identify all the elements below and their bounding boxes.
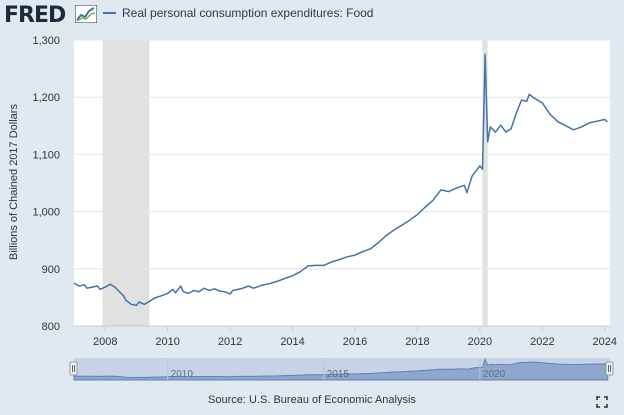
series-line xyxy=(73,53,608,307)
navigator-area xyxy=(73,357,608,381)
y-tick-label: 1,300 xyxy=(32,35,60,47)
y-tick-label: 1,000 xyxy=(32,207,60,219)
legend-swatch xyxy=(103,12,116,14)
x-tick-label: 2018 xyxy=(405,336,429,348)
x-axis-ticks: 2008 2010 2012 2014 2016 2018 2020 2022 2024 xyxy=(93,326,617,348)
recession-band xyxy=(102,40,150,326)
source-note: Source: U.S. Bureau of Economic Analysis xyxy=(208,394,416,406)
y-axis-ticks: 800 900 1,000 1,100 1,200 1,300 xyxy=(32,35,60,333)
plot-background xyxy=(74,40,610,326)
y-tick-label: 1,100 xyxy=(32,149,60,161)
navigator-handle-left[interactable] xyxy=(69,361,78,376)
chart-header: FRED Real personal consumption expenditu… xyxy=(0,0,624,32)
recession-bands xyxy=(102,40,488,326)
recession-band xyxy=(482,40,488,326)
fred-logo[interactable]: FRED xyxy=(4,3,66,28)
y-axis-label: Billions of Chained 2017 Dollars xyxy=(8,104,20,260)
x-tick-label: 2024 xyxy=(593,336,617,348)
y-tick-label: 900 xyxy=(42,264,60,276)
y-tick-label: 800 xyxy=(42,321,60,333)
navigator-handle-right[interactable] xyxy=(605,361,614,376)
x-tick-label: 2010 xyxy=(155,336,179,348)
legend-label: Real personal consumption expenditures: … xyxy=(122,6,374,20)
x-tick-label: 2008 xyxy=(93,336,117,348)
x-tick-label: 2012 xyxy=(218,336,242,348)
line-graph-icon xyxy=(75,5,97,23)
y-tick-label: 1,200 xyxy=(32,92,60,104)
x-tick-label: 2022 xyxy=(530,336,554,348)
navigator-tick-label: 2010 xyxy=(171,369,194,380)
navigator-ticks: 2010 2015 2020 xyxy=(167,358,506,380)
range-navigator[interactable]: 2010 2015 2020 xyxy=(69,357,614,381)
x-tick-label: 2016 xyxy=(343,336,367,348)
navigator-tick-label: 2015 xyxy=(327,369,350,380)
legend: Real personal consumption expenditures: … xyxy=(103,6,373,20)
fullscreen-icon[interactable] xyxy=(596,396,608,408)
navigator-tick-label: 2020 xyxy=(483,369,506,380)
x-tick-label: 2020 xyxy=(468,336,492,348)
navigator-window xyxy=(74,358,610,380)
x-tick-label: 2014 xyxy=(280,336,304,348)
